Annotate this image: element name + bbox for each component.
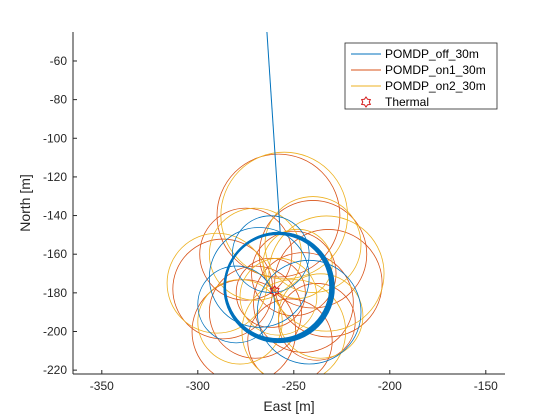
y-tick-label: -80 (50, 93, 68, 107)
pomdp-on2-orbit (166, 232, 268, 334)
y-tick-label: -160 (43, 247, 67, 261)
y-tick-label: -120 (43, 170, 67, 184)
pomdp-off-orbit (256, 259, 362, 365)
pomdp-on2-orbit (264, 196, 362, 293)
pomdp-on1-orbit (216, 153, 341, 278)
y-tick-label: -180 (43, 286, 67, 300)
y-tick-label: -60 (50, 54, 68, 68)
pomdp-on2-orbit (262, 228, 333, 299)
pomdp-on2-orbit (239, 257, 318, 336)
pomdp-on2-orbit (208, 207, 302, 301)
x-tick-label: -300 (186, 379, 210, 393)
x-tick-label: -150 (474, 379, 498, 393)
legend: POMDP_off_30m POMDP_on1_30m POMDP_on2_30… (344, 42, 498, 110)
trajectory-traces (166, 32, 385, 374)
pomdp-on2-orbit (220, 151, 348, 280)
series-pomdp-off (197, 32, 362, 365)
pomdp-on1-orbit (258, 200, 368, 309)
legend-marker-thermal (360, 96, 372, 108)
series-pomdp-on2 (166, 151, 385, 374)
pomdp-on1-orbit (253, 252, 354, 353)
y-tick-label: -220 (43, 363, 67, 377)
legend-box (344, 42, 498, 110)
axes (72, 32, 505, 375)
x-axis-label: East [m] (263, 398, 314, 414)
legend-label-pomdp-on2: POMDP_on2_30m (385, 79, 486, 93)
x-ticks: -350 -300 -250 -200 -150 (90, 370, 498, 393)
pomdp-off-orbit (197, 265, 275, 344)
thermal-marker (269, 285, 280, 297)
pomdp-off-orbit (223, 231, 335, 344)
y-tick-label: -200 (43, 324, 67, 338)
y-tick-label: -140 (43, 209, 67, 223)
legend-label-thermal: Thermal (385, 95, 429, 109)
x-tick-label: -350 (90, 379, 114, 393)
pomdp-on1-orbit (251, 230, 337, 317)
y-ticks: -60 -80 -100 -120 -140 -160 -180 -200 -220 (43, 54, 77, 377)
pomdp-on2-orbit (268, 215, 385, 332)
x-tick-label: -250 (282, 379, 306, 393)
legend-label-pomdp-off: POMDP_off_30m (385, 47, 479, 61)
legend-label-pomdp-on1: POMDP_on1_30m (385, 63, 486, 77)
pomdp-on1-orbit (172, 238, 274, 340)
y-tick-label: -100 (43, 131, 67, 145)
y-axis-label: North [m] (17, 174, 33, 232)
pomdp-off-approach-path (266, 32, 281, 235)
pomdp-on2-orbit (278, 273, 364, 359)
pomdp-off-orbit (208, 227, 310, 328)
x-tick-label: -200 (378, 379, 402, 393)
